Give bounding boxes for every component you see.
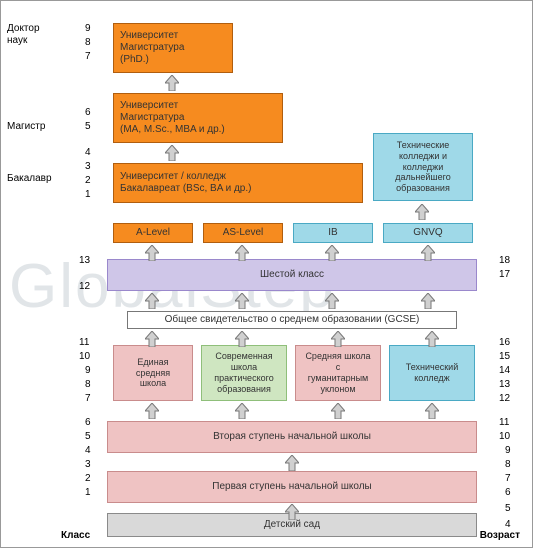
arrow-up-icon bbox=[235, 331, 249, 347]
left-scale-6: 3 bbox=[85, 161, 91, 173]
right-scale-8: 10 bbox=[499, 431, 510, 443]
box-prim1: Первая ступень начальной школы bbox=[107, 471, 477, 503]
arrow-up-icon bbox=[331, 331, 345, 347]
right-scale-12: 6 bbox=[505, 487, 511, 499]
left-scale-0: 9 bbox=[85, 23, 91, 35]
left-scale-20: 2 bbox=[85, 473, 91, 485]
box-alevel: A-Level bbox=[113, 223, 193, 243]
box-sec-4: Техническийколледж bbox=[389, 345, 475, 401]
box-prim2: Вторая ступень начальной школы bbox=[107, 421, 477, 453]
left-category-0: Доктор наук bbox=[7, 23, 40, 47]
left-scale-19: 3 bbox=[85, 459, 91, 471]
arrow-up-icon bbox=[235, 403, 249, 419]
right-scale-10: 8 bbox=[505, 459, 511, 471]
arrow-up-icon bbox=[145, 403, 159, 419]
left-scale-8: 1 bbox=[85, 189, 91, 201]
arrow-up-icon bbox=[325, 293, 339, 309]
right-scale-3: 15 bbox=[499, 351, 510, 363]
axis-left-title: Класс bbox=[61, 530, 90, 541]
arrow-up-icon bbox=[235, 293, 249, 309]
left-scale-11: 11 bbox=[79, 337, 89, 349]
left-category-1: Магистр bbox=[7, 121, 45, 133]
box-gcse: Общее свидетельство о среднем образовани… bbox=[127, 311, 457, 329]
left-category-2: Бакалавр bbox=[7, 173, 52, 185]
box-sec-2: Современнаяшколапрактическогообразования bbox=[201, 345, 287, 401]
box-sixth: Шестой класс bbox=[107, 259, 477, 291]
right-scale-2: 16 bbox=[499, 337, 510, 349]
box-sec-1: Единаясредняяшкола bbox=[113, 345, 193, 401]
right-scale-13: 5 bbox=[505, 503, 511, 515]
left-scale-9: 13 bbox=[79, 255, 90, 267]
box-gnvq: GNVQ bbox=[383, 223, 473, 243]
left-scale-13: 9 bbox=[85, 365, 91, 377]
box-tech-col: Техническиеколледжи иколледжидальнейшего… bbox=[373, 133, 473, 201]
left-scale-17: 5 bbox=[85, 431, 91, 443]
left-scale-10: 12 bbox=[79, 281, 90, 293]
diagram-container: GlobalStep УниверситетМагистратура(PhD.)… bbox=[0, 0, 533, 548]
arrow-up-icon bbox=[145, 293, 159, 309]
left-scale-16: 6 bbox=[85, 417, 91, 429]
box-masters: УниверситетМагистратура(MA, M.Sc., MBA и… bbox=[113, 93, 283, 143]
right-scale-9: 9 bbox=[505, 445, 511, 457]
right-scale-0: 18 bbox=[499, 255, 510, 267]
right-scale-5: 13 bbox=[499, 379, 510, 391]
arrow-up-icon bbox=[425, 403, 439, 419]
right-scale-11: 7 bbox=[505, 473, 511, 485]
arrow-up-icon bbox=[145, 245, 159, 261]
left-scale-15: 7 bbox=[85, 393, 91, 405]
right-scale-6: 12 bbox=[499, 393, 510, 405]
left-scale-18: 4 bbox=[85, 445, 91, 457]
arrow-up-icon bbox=[421, 245, 435, 261]
arrow-up-icon bbox=[165, 145, 179, 161]
box-phd: УниверситетМагистратура(PhD.) bbox=[113, 23, 233, 73]
arrow-up-icon bbox=[421, 293, 435, 309]
box-aslevel: AS-Level bbox=[203, 223, 283, 243]
arrow-up-icon bbox=[285, 455, 299, 471]
left-scale-14: 8 bbox=[85, 379, 91, 391]
arrow-up-icon bbox=[415, 204, 429, 220]
left-scale-1: 8 bbox=[85, 37, 91, 49]
right-scale-4: 14 bbox=[499, 365, 510, 377]
left-scale-2: 7 bbox=[85, 51, 91, 63]
arrow-up-icon bbox=[285, 504, 299, 520]
left-scale-7: 2 bbox=[85, 175, 91, 187]
left-scale-4: 5 bbox=[85, 121, 91, 133]
left-scale-5: 4 bbox=[85, 147, 91, 159]
arrow-up-icon bbox=[145, 331, 159, 347]
arrow-up-icon bbox=[235, 245, 249, 261]
arrow-up-icon bbox=[165, 75, 179, 91]
left-scale-21: 1 bbox=[85, 487, 91, 499]
diagram: УниверситетМагистратура(PhD.) Университет… bbox=[1, 1, 532, 547]
box-ib: IB bbox=[293, 223, 373, 243]
right-scale-7: 11 bbox=[499, 417, 509, 429]
arrow-up-icon bbox=[325, 245, 339, 261]
arrow-up-icon bbox=[425, 331, 439, 347]
box-bachelor: Университет / колледжБакалавреат (BSc, B… bbox=[113, 163, 363, 203]
axis-right-title: Возраст bbox=[480, 530, 520, 541]
right-scale-1: 17 bbox=[499, 269, 510, 281]
arrow-up-icon bbox=[331, 403, 345, 419]
left-scale-12: 10 bbox=[79, 351, 90, 363]
box-sec-3: Средняя школасгуманитарнымуклоном bbox=[295, 345, 381, 401]
left-scale-3: 6 bbox=[85, 107, 91, 119]
